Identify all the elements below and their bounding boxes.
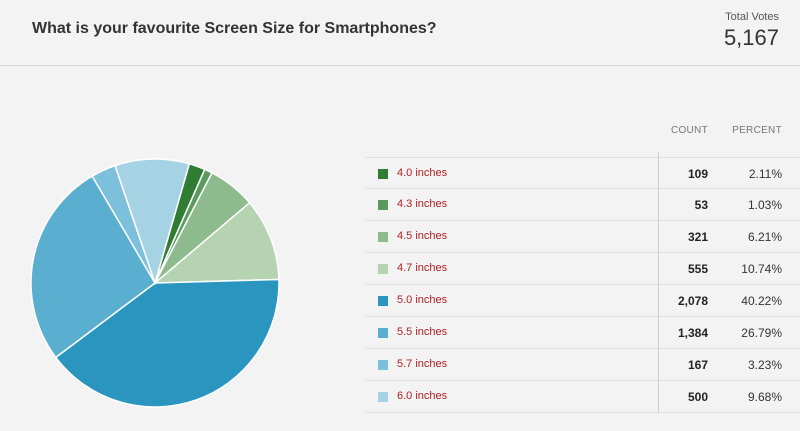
vote-count: 321 (687, 230, 708, 244)
result-row: 5.0 inches 2,078 40.22% (365, 285, 800, 317)
total-votes-label: Total Votes (725, 11, 779, 23)
legend-swatch (378, 392, 388, 402)
vote-count: 109 (687, 167, 708, 181)
pie-chart (30, 158, 280, 408)
pie-slice (54, 278, 280, 408)
result-row: 6.0 inches 500 9.68% (365, 381, 800, 413)
count-column-header: COUNT (670, 125, 708, 136)
legend-swatch (378, 264, 388, 274)
option-label: 5.5 inches (397, 326, 448, 338)
vote-count: 167 (687, 358, 708, 372)
legend-swatch (378, 328, 388, 338)
pie-slice (152, 201, 280, 284)
vote-percent: 10.74% (741, 262, 782, 276)
vote-percent: 26.79% (741, 326, 782, 340)
result-row: 4.3 inches 53 1.03% (365, 189, 800, 221)
pie-slice (114, 158, 191, 286)
result-row: 5.7 inches 167 3.23% (365, 349, 800, 381)
results-table: 4.0 inches 109 2.11% 4.3 inches 53 1.03% 4.5 i… (365, 157, 800, 413)
option-label: 5.0 inches (397, 294, 448, 306)
vote-count: 53 (694, 198, 708, 212)
poll-header: What is your favourite Screen Size for S… (0, 0, 800, 66)
option-label: 4.3 inches (397, 198, 448, 210)
column-divider (658, 152, 659, 413)
option-label: 4.5 inches (397, 230, 448, 242)
poll-title: What is your favourite Screen Size for S… (32, 20, 437, 37)
vote-count: 500 (687, 390, 708, 404)
legend-swatch (378, 360, 388, 370)
vote-percent: 40.22% (741, 294, 782, 308)
legend-swatch (378, 232, 388, 242)
vote-percent: 9.68% (747, 390, 782, 404)
vote-count: 555 (687, 262, 708, 276)
legend-swatch (378, 200, 388, 210)
result-row: 4.5 inches 321 6.21% (365, 221, 800, 253)
vote-count: 2,078 (677, 294, 708, 308)
vote-percent: 3.23% (747, 358, 782, 372)
result-row: 4.7 inches 555 10.74% (365, 253, 800, 285)
legend-swatch (378, 296, 388, 306)
vote-percent: 2.11% (748, 167, 782, 181)
pie-slice (30, 175, 156, 359)
percent-column-header: PERCENT (732, 125, 782, 136)
legend-swatch (378, 169, 388, 179)
option-label: 4.0 inches (397, 167, 448, 179)
vote-percent: 1.03% (747, 198, 782, 212)
result-row: 5.5 inches 1,384 26.79% (365, 317, 800, 349)
vote-count: 1,384 (677, 326, 708, 340)
total-votes-value: 5,167 (723, 25, 779, 50)
result-row: 4.0 inches 109 2.11% (365, 157, 800, 189)
vote-percent: 6.21% (747, 230, 782, 244)
option-label: 4.7 inches (397, 262, 448, 274)
option-label: 6.0 inches (397, 390, 448, 402)
option-label: 5.7 inches (397, 358, 448, 370)
